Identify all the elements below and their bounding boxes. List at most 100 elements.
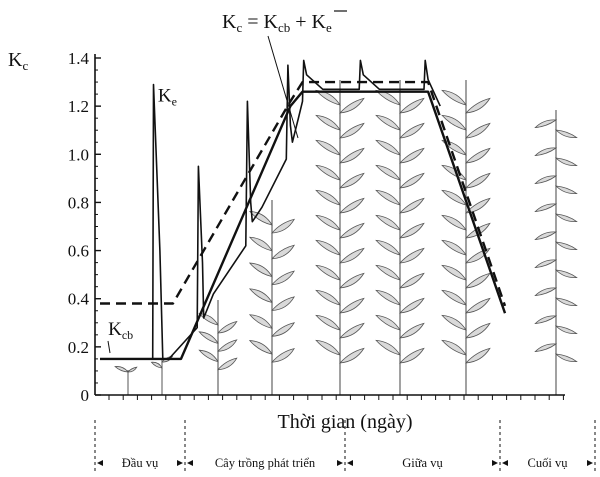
leaf-shape — [271, 296, 295, 311]
crop-plants-illustration — [114, 80, 578, 395]
leaf-shape — [554, 241, 578, 251]
leaf-shape — [375, 89, 401, 106]
leaf-shape — [315, 164, 341, 181]
leaf-shape — [441, 289, 467, 306]
leaf-shape — [315, 89, 341, 106]
stage-arrow-left — [97, 460, 103, 466]
leaf-shape — [248, 262, 273, 278]
leaf-shape — [534, 343, 558, 353]
leaf-shape — [534, 147, 558, 157]
kcb-annotation-pointer — [107, 340, 111, 354]
leaf-shape — [399, 197, 425, 214]
leaf-shape — [465, 322, 491, 339]
stage-arrow-left — [187, 460, 193, 466]
leaf-shape — [339, 172, 365, 189]
leaf-shape — [248, 314, 273, 329]
leaf-shape — [315, 289, 341, 306]
leaf-shape — [339, 197, 365, 214]
leaf-shape — [339, 347, 365, 364]
y-ticks: 0 0.2 0.4 0.6 0.8 1.0 1.2 1.4 — [68, 49, 101, 405]
leaf-shape — [441, 114, 467, 131]
leaf-shape — [399, 322, 425, 339]
leaf-shape — [339, 222, 365, 239]
series-kcb-line — [100, 90, 507, 361]
y-tick-label: 0.2 — [68, 338, 89, 357]
leaf-shape — [441, 89, 467, 106]
stage-arrow-right — [492, 460, 498, 466]
leaf-shape — [339, 247, 365, 264]
leaf-shape — [399, 272, 425, 289]
growth-stages: Đầu vụ Cây trồng phát triển Giữa vụ Cuối vụ — [94, 420, 596, 474]
leaf-shape — [271, 244, 295, 260]
leaf-shape — [554, 213, 578, 223]
leaf-shape — [399, 172, 425, 189]
leaf-shape — [315, 339, 341, 356]
leaf-shape — [375, 314, 401, 331]
kcb-annotation-label: Kcb — [108, 319, 133, 342]
series-ke-line — [151, 59, 441, 360]
leaf-shape — [339, 97, 365, 114]
leaf-shape — [315, 239, 341, 256]
ke-annotation-label: Ke — [158, 85, 177, 108]
leaf-shape — [315, 314, 341, 331]
y-tick-label: 1.2 — [68, 97, 89, 116]
leaf-shape — [217, 320, 238, 334]
leaf-shape — [114, 366, 129, 373]
leaf-shape — [399, 122, 425, 139]
stage-arrow-left — [502, 460, 508, 466]
leaf-shape — [465, 347, 491, 364]
x-ticks — [108, 395, 564, 400]
leaf-shape — [441, 314, 467, 331]
leaf-shape — [554, 269, 578, 279]
leaf-shape — [339, 322, 365, 339]
leaf-shape — [375, 239, 401, 256]
y-axis-label: Kc — [8, 49, 28, 73]
stage-label: Đầu vụ — [122, 456, 159, 470]
y-tick-label: 0.8 — [68, 193, 89, 212]
leaf-shape — [248, 340, 273, 355]
leaf-shape — [375, 164, 401, 181]
leaf-shape — [399, 297, 425, 314]
leaf-shape — [217, 339, 238, 352]
leaf-shape — [248, 236, 273, 252]
leaf-shape — [465, 197, 491, 214]
y-tick-label: 0.4 — [68, 290, 90, 309]
leaf-shape — [399, 97, 425, 114]
leaf-shape — [339, 147, 365, 164]
leaf-shape — [375, 139, 401, 156]
leaf-shape — [271, 347, 295, 363]
leaf-shape — [534, 259, 558, 269]
stage-arrow-left — [347, 460, 353, 466]
stage-arrow-right — [177, 460, 183, 466]
leaf-shape — [198, 313, 219, 326]
leaf-shape — [217, 357, 238, 371]
leaf-shape — [465, 172, 491, 189]
leaf-shape — [441, 239, 467, 256]
y-tick-label: 0 — [81, 386, 90, 405]
leaf-shape — [554, 353, 578, 363]
leaf-shape — [315, 264, 341, 281]
leaf-shape — [554, 157, 578, 167]
y-tick-label: 1.4 — [68, 49, 90, 68]
leaf-shape — [375, 289, 401, 306]
leaf-shape — [534, 175, 558, 185]
leaf-shape — [271, 322, 295, 337]
leaf-shape — [375, 339, 401, 356]
leaf-shape — [554, 129, 578, 139]
chart-title: Kc = Kcb + Ke — [222, 11, 332, 35]
leaf-shape — [534, 315, 558, 325]
leaf-shape — [248, 210, 273, 226]
leaf-shape — [441, 264, 467, 281]
leaf-shape — [375, 264, 401, 281]
leaf-shape — [441, 189, 467, 206]
leaf-shape — [465, 272, 491, 289]
leaf-shape — [315, 189, 341, 206]
leaf-shape — [554, 297, 578, 307]
leaf-shape — [441, 139, 467, 156]
y-tick-label: 0.6 — [68, 242, 89, 261]
leaf-shape — [534, 203, 558, 213]
leaf-shape — [315, 214, 341, 231]
leaf-shape — [399, 147, 425, 164]
y-tick-label: 1.0 — [68, 145, 89, 164]
